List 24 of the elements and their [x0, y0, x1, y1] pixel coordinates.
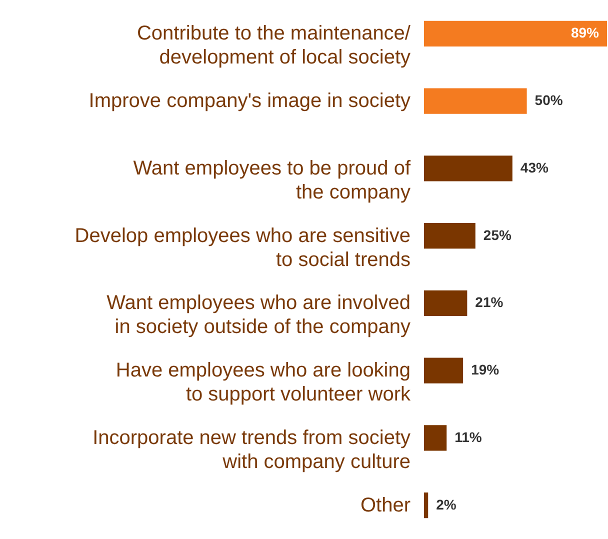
bar — [424, 425, 447, 451]
y-tick-label: Want employees to be proud of the company — [133, 157, 411, 204]
bar — [424, 156, 512, 182]
data-label: 25% — [483, 226, 512, 243]
bar — [424, 358, 464, 384]
bar — [424, 223, 476, 249]
y-tick-label: Incorporate new trends from society with company culture — [92, 426, 410, 473]
data-label: 2% — [436, 496, 457, 512]
bar — [424, 88, 527, 114]
y-tick-label: Develop employees who are sensitive to social trends — [74, 224, 410, 271]
y-tick-label: Want employees who are involved in society outside of the company — [106, 292, 410, 338]
y-tick-label: Other — [360, 494, 411, 516]
data-label: 89% — [570, 24, 600, 41]
data-label: 21% — [475, 294, 504, 310]
bar — [424, 492, 428, 518]
data-label: 19% — [471, 362, 500, 378]
y-tick-label: Improve company's image in society — [88, 90, 410, 112]
data-label: 50% — [534, 92, 564, 108]
y-tick-label: Contribute to the maintenance/ development of local society — [136, 22, 411, 69]
y-tick-label: Have employees who are looking to support volunteer work — [116, 360, 412, 406]
data-label: 11% — [454, 428, 482, 445]
data-label: 43% — [520, 159, 549, 176]
bar — [424, 20, 607, 46]
bar — [424, 290, 468, 316]
